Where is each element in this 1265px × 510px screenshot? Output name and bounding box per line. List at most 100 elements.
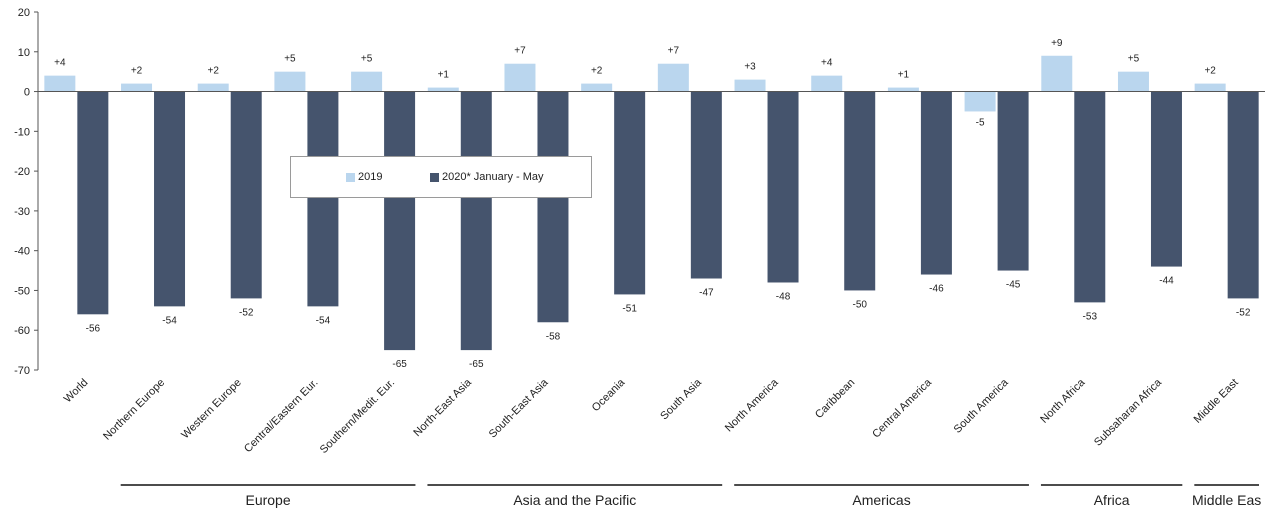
bar-2020	[920, 91, 952, 275]
data-label-2020: -51	[622, 303, 637, 314]
y-tick-label: 20	[18, 7, 30, 19]
data-label-2020: -50	[852, 299, 867, 310]
group-label: Americas	[852, 492, 910, 508]
bar-2019	[734, 79, 766, 92]
bar-2020	[1150, 91, 1182, 267]
y-tick-label: -60	[14, 325, 30, 337]
bar-2019	[351, 71, 383, 92]
bar-2019	[1117, 71, 1149, 92]
data-label-2019: +4	[54, 58, 66, 69]
category-label: Caribbean	[813, 377, 857, 421]
group-label: Asia and the Pacific	[513, 492, 636, 508]
category-label: Southern/Medit. Eur.	[318, 377, 397, 456]
data-label-2020: -53	[1083, 311, 1098, 322]
bar-2019	[121, 83, 153, 92]
data-label-2020: -46	[929, 284, 944, 295]
bar-2019	[274, 71, 306, 92]
data-label-2019: +2	[591, 66, 603, 77]
bar-2020	[537, 91, 569, 323]
data-label-2019: +2	[208, 66, 220, 77]
y-tick-label: -50	[14, 285, 30, 297]
data-label-2020: -54	[316, 315, 331, 326]
category-label: South America	[952, 376, 1012, 436]
category-label: Western Europe	[179, 377, 244, 442]
data-label-2019: +2	[1204, 66, 1216, 77]
category-label: Oceania	[590, 376, 628, 414]
category-label: North America	[723, 376, 781, 434]
data-label-2019: +9	[1051, 38, 1063, 49]
data-label-2019: +5	[284, 54, 296, 65]
category-label: Central/Eastern Eur.	[242, 377, 321, 456]
data-label-2020: -48	[776, 291, 791, 302]
bar-2019	[1194, 83, 1226, 92]
bar-2020	[230, 91, 262, 299]
bar-2020	[460, 91, 492, 351]
bar-2019	[581, 83, 613, 92]
data-label-2019: +4	[821, 58, 833, 69]
bar-2019	[44, 75, 76, 92]
bar-2019	[657, 63, 689, 92]
group-label: Middle Eas	[1192, 492, 1261, 508]
bar-2020	[384, 91, 416, 351]
data-label-2019: +3	[744, 62, 756, 73]
data-label-2020: -52	[239, 307, 254, 318]
data-label-2020: -54	[162, 315, 177, 326]
legend-swatch-2019	[346, 172, 355, 182]
y-tick-label: -70	[14, 365, 30, 377]
bar-2020	[77, 91, 109, 315]
data-label-2020: -65	[469, 359, 484, 370]
y-tick-label: -30	[14, 206, 30, 218]
category-label: Northern Europe	[101, 377, 167, 443]
legend-item-2019: 2019	[346, 171, 382, 183]
data-label-2019: -5	[976, 117, 985, 128]
data-label-2020: -56	[86, 323, 101, 334]
bar-2020	[844, 91, 876, 291]
data-label-2019: +5	[1128, 54, 1140, 65]
data-label-2020: -58	[546, 331, 561, 342]
bar-2020	[614, 91, 646, 295]
bar-2019	[964, 91, 996, 112]
category-label: North Africa	[1038, 376, 1088, 426]
bar-2019	[811, 75, 843, 92]
category-label: Subsaharan Africa	[1092, 376, 1165, 449]
category-label: Central America	[870, 376, 934, 440]
legend-label-2019: 2019	[358, 171, 383, 183]
bar-2020	[307, 91, 339, 307]
y-tick-label: 0	[24, 87, 30, 99]
data-label-2019: +7	[668, 46, 680, 57]
legend-item-2020: 2020* January - May	[430, 171, 544, 183]
bar-2019	[197, 83, 229, 92]
y-tick-label: -20	[14, 166, 30, 178]
bar-2020	[1074, 91, 1106, 303]
data-label-2020: -52	[1236, 307, 1251, 318]
data-label-2019: +5	[361, 54, 373, 65]
data-label-2019: +2	[131, 66, 143, 77]
category-label: South-East Asia	[487, 376, 551, 440]
category-label: North-East Asia	[411, 376, 474, 439]
bar-2019	[887, 87, 919, 92]
bar-2019	[427, 87, 459, 92]
category-label: World	[62, 377, 91, 406]
bar-2019	[1041, 55, 1073, 92]
data-label-2019: +7	[514, 46, 526, 57]
chart-legend: 2019 2020* January - May	[290, 156, 592, 198]
group-label: Africa	[1094, 492, 1130, 508]
bar-2020	[1227, 91, 1259, 299]
y-tick-label: -40	[14, 246, 30, 258]
legend-swatch-2020	[430, 172, 439, 182]
bar-2020	[154, 91, 186, 307]
bar-2020	[690, 91, 722, 279]
data-label-2019: +1	[898, 70, 910, 81]
category-label: South Asia	[658, 376, 704, 422]
y-tick-label: -10	[14, 126, 30, 138]
data-label-2020: -45	[1006, 280, 1021, 291]
data-label-2019: +1	[438, 70, 450, 81]
group-label: Europe	[245, 492, 290, 508]
data-label-2020: -65	[392, 359, 407, 370]
y-tick-label: 10	[18, 47, 30, 59]
data-label-2020: -47	[699, 288, 714, 299]
data-label-2020: -44	[1159, 276, 1174, 287]
category-label: Middle East	[1192, 377, 1241, 426]
bar-2020	[767, 91, 799, 283]
